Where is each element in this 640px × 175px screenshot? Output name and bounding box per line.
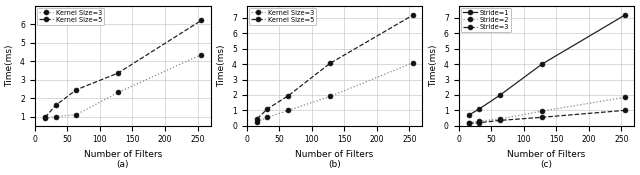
X-axis label: Number of Filters
(a): Number of Filters (a) xyxy=(83,150,162,169)
Y-axis label: Time(ms): Time(ms) xyxy=(6,44,15,87)
X-axis label: Number of Filters
(c): Number of Filters (c) xyxy=(508,150,586,169)
Legend: Kernel Size=3, Kernel Size=5: Kernel Size=3, Kernel Size=5 xyxy=(36,8,104,25)
Y-axis label: Time(ms): Time(ms) xyxy=(429,44,438,87)
Legend: Stride=1, Stride=2, Stride=3: Stride=1, Stride=2, Stride=3 xyxy=(461,8,511,32)
X-axis label: Number of Filters
(b): Number of Filters (b) xyxy=(296,150,374,169)
Legend: Kernel Size=3, Kernel Size=5: Kernel Size=3, Kernel Size=5 xyxy=(249,8,316,25)
Y-axis label: Time(ms): Time(ms) xyxy=(218,44,227,87)
